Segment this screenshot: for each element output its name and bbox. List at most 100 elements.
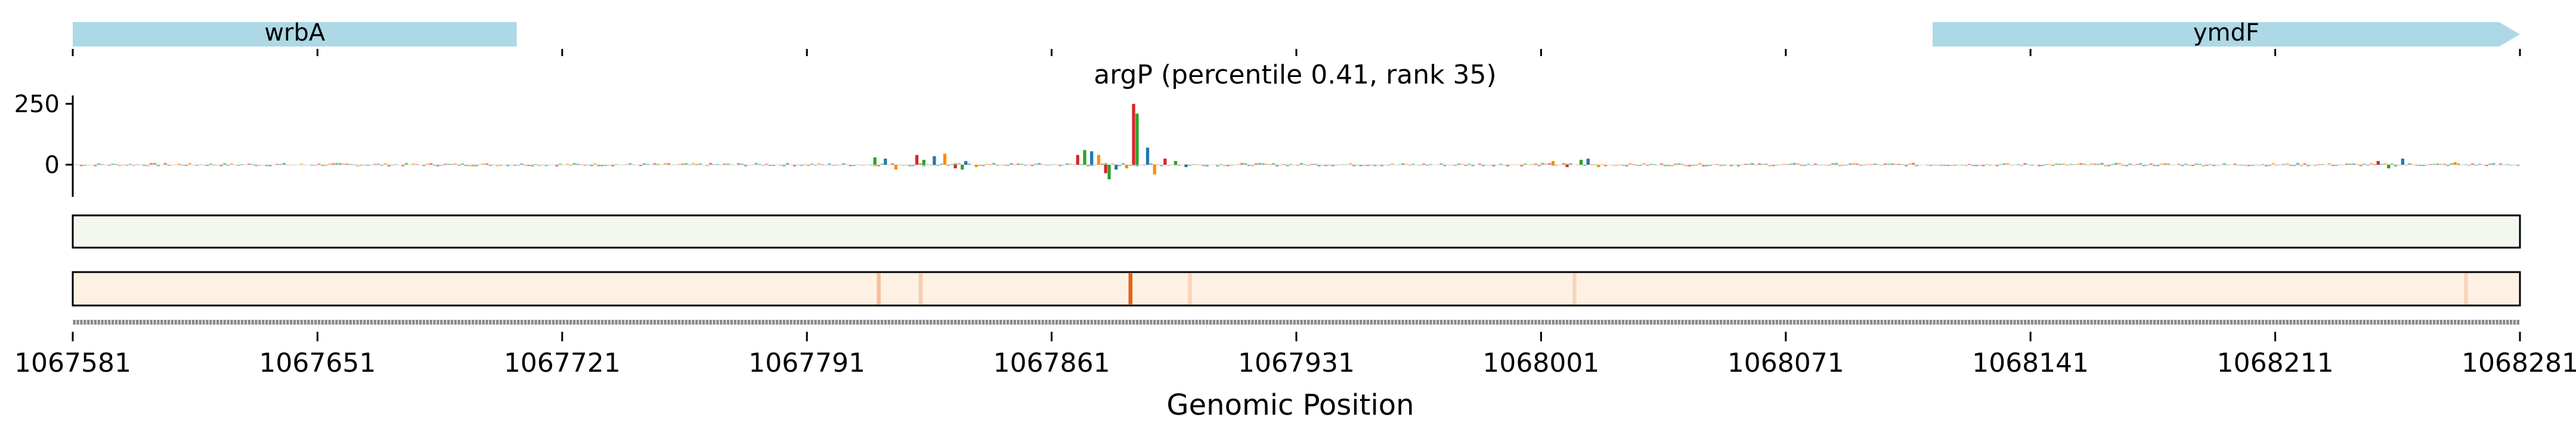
sequence-base: [1758, 320, 1761, 325]
sequence-base: [1964, 320, 1967, 325]
sequence-base: [2163, 320, 2166, 325]
attribution-noise-mark: [1590, 164, 1593, 165]
sequence-base: [2482, 320, 2485, 325]
sequence-base: [2128, 320, 2132, 325]
sequence-base: [1191, 320, 1194, 325]
sequence-base: [86, 320, 90, 325]
sequence-base: [2020, 320, 2023, 325]
attribution-peak-bar: [1153, 165, 1156, 175]
attribution-noise-mark: [181, 165, 185, 166]
sequence-base: [1335, 320, 1338, 325]
sequence-base: [2177, 320, 2181, 325]
sequence-base: [2282, 320, 2286, 325]
sequence-base: [244, 320, 247, 325]
sequence-base: [989, 320, 992, 325]
sequence-base: [1332, 320, 1335, 325]
sequence-base: [1391, 320, 1394, 325]
sequence-base: [1163, 320, 1167, 325]
sequence-base: [1992, 320, 1995, 325]
attribution-noise-mark: [2282, 163, 2286, 165]
attribution-noise-mark: [698, 163, 702, 165]
sequence-base: [775, 320, 779, 325]
attribution-noise-mark: [800, 165, 803, 166]
sequence-base: [461, 320, 464, 325]
attribution-noise-mark: [429, 163, 433, 165]
sequence-base: [1503, 320, 1506, 325]
sequence-base: [1838, 320, 1841, 325]
attribution-noise-mark: [2268, 165, 2272, 166]
attribution-noise-mark: [1275, 165, 1279, 167]
sequence-base: [1150, 320, 1153, 325]
sequence-base: [465, 320, 467, 325]
attribution-noise-mark: [2432, 163, 2436, 165]
sequence-base: [1139, 320, 1143, 325]
sequence-base: [1744, 320, 1747, 325]
attribution-noise-mark: [1744, 163, 1747, 165]
sequence-base: [478, 320, 481, 325]
sequence-base: [1080, 320, 1083, 325]
sequence-base: [1209, 320, 1212, 325]
sequence-base: [1978, 320, 1981, 325]
sequence-base: [1842, 320, 1845, 325]
sequence-base: [1922, 320, 1925, 325]
attribution-noise-mark: [128, 163, 132, 165]
attribution-peak-bar: [1579, 159, 1583, 165]
sequence-base: [2002, 320, 2006, 325]
attribution-noise-mark: [572, 163, 576, 165]
attribution-peak-bar: [1184, 165, 1188, 168]
sequence-base: [2240, 320, 2243, 325]
attribution-noise-mark: [1205, 165, 1209, 167]
attribution-noise-mark: [1782, 163, 1786, 165]
sequence-base: [311, 320, 314, 325]
attribution-noise-mark: [1524, 163, 1527, 165]
sequence-base: [433, 320, 436, 325]
sequence-base: [230, 320, 233, 325]
sequence-base: [454, 320, 457, 325]
sequence-base: [1761, 320, 1764, 325]
sequence-base: [2275, 320, 2278, 325]
attribution-noise-mark: [1058, 165, 1062, 166]
sequence-base: [1681, 320, 1684, 325]
attribution-peak-bar: [933, 156, 936, 165]
sequence-base: [2146, 320, 2149, 325]
sequence-base: [562, 320, 565, 325]
sequence-base: [2317, 320, 2320, 325]
attribution-noise-mark: [744, 165, 748, 166]
sequence-base: [1636, 320, 1639, 325]
attribution-noise-mark: [901, 165, 905, 166]
sequence-base: [1779, 320, 1782, 325]
attribution-noise-mark: [1894, 163, 1897, 165]
attribution-noise-mark: [1548, 163, 1552, 165]
sequence-base: [1572, 320, 1576, 325]
attribution-noise-mark: [828, 163, 831, 165]
sequence-base: [1461, 320, 1464, 325]
sequence-base: [1415, 320, 1419, 325]
attribution-noise-mark: [1939, 165, 1943, 166]
sequence-base: [2272, 320, 2275, 325]
sequence-base: [1674, 320, 1677, 325]
attribution-peak-bar: [1163, 158, 1167, 165]
sequence-base: [1726, 320, 1729, 325]
sequence-base: [1849, 320, 1852, 325]
sequence-base: [999, 320, 1002, 325]
attribution-peak-bar: [894, 165, 898, 170]
attribution-noise-mark: [111, 163, 114, 165]
sequence-base: [1387, 320, 1391, 325]
attribution-noise-mark: [1887, 163, 1891, 165]
attribution-noise-mark: [1831, 163, 1835, 165]
sequence-base: [1499, 320, 1502, 325]
sequence-base: [1562, 320, 1565, 325]
attribution-noise-mark: [768, 165, 772, 166]
sequence-base: [247, 320, 251, 325]
attribution-noise-mark: [2314, 165, 2317, 166]
attribution-noise-mark: [1915, 165, 1919, 166]
sequence-base: [1593, 320, 1597, 325]
heatmap-cell: [877, 273, 881, 304]
sequence-base: [2114, 320, 2117, 325]
attribution-peak-bar: [1174, 161, 1178, 165]
sequence-base: [1996, 320, 1999, 325]
sequence-base: [1135, 320, 1139, 325]
sequence-base: [209, 320, 212, 325]
sequence-base: [1101, 320, 1104, 325]
attribution-noise-mark: [2457, 163, 2460, 165]
